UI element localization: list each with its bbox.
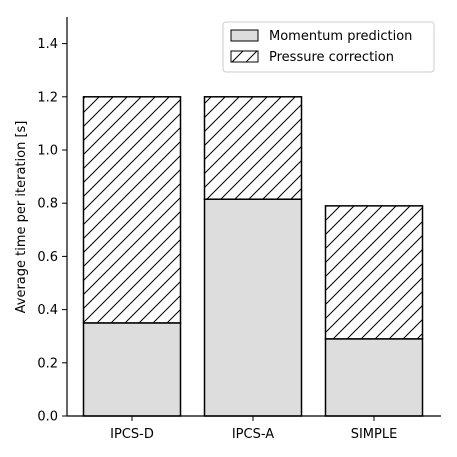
legend-label: Pressure correction [269,50,394,65]
y-tick-label: 0.6 [37,250,58,265]
legend-frame [222,21,435,73]
bar-ipcs-a-momentum-prediction [203,198,303,417]
bar-ipcs-a-pressure-correction [203,96,303,200]
y-tick-label: 0.8 [37,197,58,212]
y-tick-label: 1.0 [37,144,58,159]
x-tick-label: IPCS-D [110,427,154,442]
bar-simple-pressure-correction [324,205,424,340]
axes-group: 0.0 0.2 0.4 0.6 0.8 1.0 1.2 1.4 IPCS-D IPCS-A SIMP… [37,17,441,442]
bar-simple-momentum-prediction [324,338,424,417]
bars-group [82,96,424,417]
legend-label: Momentum prediction [269,29,412,44]
legend-swatch [230,29,259,42]
x-tick-label: IPCS-A [232,427,274,442]
legend: Momentum prediction Pressure correction [222,21,435,73]
y-tick-label: 0.4 [37,303,58,318]
y-tick-label: 0.2 [37,356,58,371]
bar-ipcs-d-pressure-correction [82,96,182,324]
y-tick-label: 1.4 [37,37,58,52]
bar-ipcs-d-momentum-prediction [82,322,182,417]
y-axis-label: Average time per iteration [s] [14,121,29,314]
y-tick-label: 0.0 [37,410,58,425]
legend-swatch [230,50,259,63]
y-tick-label: 1.2 [37,90,58,105]
x-tick-label: SIMPLE [351,427,398,442]
